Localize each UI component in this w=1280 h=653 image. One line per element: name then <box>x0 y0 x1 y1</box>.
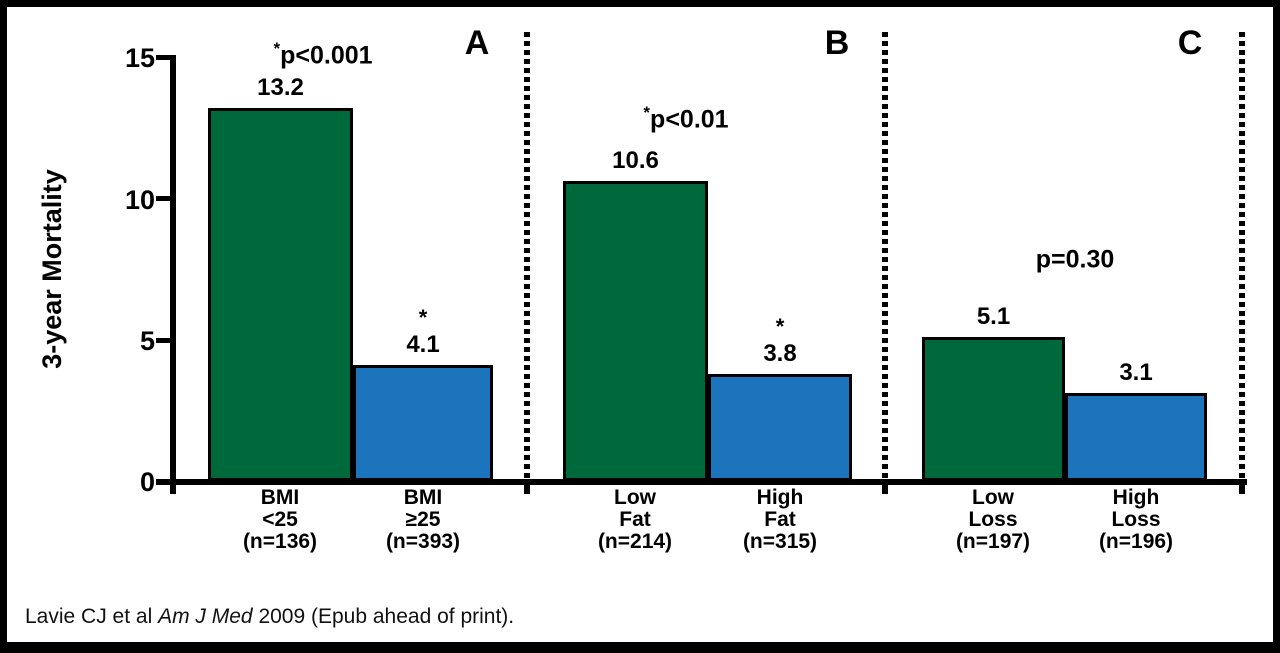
p-value-text-c: p=0.30 <box>1035 245 1115 274</box>
bar-value-label: 10.6 <box>612 147 659 174</box>
x-axis-line <box>156 479 1247 485</box>
y-tick-label-10: 10 <box>124 185 155 215</box>
y-axis-line <box>170 55 176 494</box>
category-line: (n=393) <box>385 530 461 553</box>
citation-journal: Am J Med <box>158 605 253 628</box>
significance-asterisk <box>1035 335 1237 357</box>
category-label-high-fat: High Fat (n=315) <box>695 487 865 553</box>
bar-value-label: 3.1 <box>1119 359 1153 386</box>
significance-asterisk: * <box>418 305 428 330</box>
citation-prefix: Lavie CJ et al <box>25 605 159 628</box>
baseline-tick-2 <box>882 485 888 494</box>
category-line: Fat <box>764 508 796 531</box>
panel-divider-2 <box>882 32 888 479</box>
bar-value-label: 5.1 <box>976 303 1011 330</box>
category-line: (n=196) <box>1098 530 1174 553</box>
p-value-text-a: p<0.001 <box>280 41 373 70</box>
category-line: Loss <box>968 508 1018 531</box>
y-tick-label-0: 0 <box>139 467 155 497</box>
category-label-bmi-under25: BMI <25 (n=136) <box>195 487 365 553</box>
category-label-low-loss: Low Loss (n=197) <box>908 487 1078 553</box>
category-line: (n=197) <box>955 530 1031 553</box>
category-line: Loss <box>1111 508 1161 531</box>
bar-low-fat <box>563 181 708 481</box>
p-value-star-a: * <box>273 39 281 58</box>
baseline-tick-1 <box>524 485 530 494</box>
panel-divider-3 <box>1239 32 1245 479</box>
category-line: High <box>1112 486 1160 509</box>
category-line: Low <box>614 486 656 509</box>
category-line: Fat <box>619 508 651 531</box>
p-value-text-b: p<0.01 <box>650 105 729 134</box>
category-label-low-fat: Low Fat (n=214) <box>550 487 720 553</box>
p-value-annotation-c: p=0.30 <box>975 238 1175 273</box>
bar-bmi-over25 <box>353 365 493 481</box>
significance-asterisk: * <box>775 314 785 339</box>
p-value-star-b: * <box>643 103 651 122</box>
bar-value-label: 4.1 <box>406 331 440 358</box>
category-line: High <box>756 486 804 509</box>
panel-label-c: C <box>1177 24 1203 62</box>
category-line: (n=315) <box>742 530 818 553</box>
panel-label-a: A <box>464 24 490 62</box>
bar-value-label: 3.8 <box>763 340 797 367</box>
category-label-bmi-over25: BMI ≥25 (n=393) <box>338 487 508 553</box>
bar-group-bmi-under25: 13.2 <box>208 0 353 481</box>
panel-label-b: B <box>824 24 850 62</box>
y-tick-label-15: 15 <box>124 43 155 73</box>
category-line: (n=136) <box>242 530 318 553</box>
bar-high-fat <box>708 374 852 481</box>
category-label-high-loss: High Loss (n=196) <box>1051 487 1221 553</box>
category-line: BMI <box>403 486 443 509</box>
y-axis-title: 3-year Mortality <box>37 169 67 369</box>
bar-bmi-under25 <box>208 108 353 481</box>
p-value-annotation-b: *p<0.01 <box>586 98 786 133</box>
bar-low-loss <box>922 337 1065 481</box>
y-tick-5 <box>156 338 171 343</box>
category-line: Low <box>972 486 1014 509</box>
bar-high-loss <box>1065 393 1207 481</box>
y-tick-label-5: 5 <box>139 326 155 356</box>
baseline-tick-3 <box>1239 485 1245 494</box>
category-line: ≥25 <box>405 508 441 531</box>
p-value-annotation-a: *p<0.001 <box>223 34 423 69</box>
bar-group-high-fat: * 3.8 <box>708 0 852 481</box>
bar-group-low-fat: 10.6 <box>563 0 708 481</box>
citation-suffix: 2009 (Epub ahead of print). <box>252 605 515 628</box>
category-line: <25 <box>262 508 298 531</box>
bar-value-label: 13.2 <box>257 74 304 101</box>
y-tick-10 <box>156 196 171 201</box>
bar-group-bmi-over25: * 4.1 <box>353 0 493 481</box>
category-line: BMI <box>260 486 300 509</box>
bar-group-low-loss: 5.1 <box>922 0 1065 481</box>
category-line: (n=214) <box>597 530 673 553</box>
y-tick-15 <box>156 55 171 60</box>
panel-divider-1 <box>524 32 530 479</box>
citation-text: Lavie CJ et al Am J Med 2009 (Epub ahead… <box>25 604 925 630</box>
bar-group-high-loss: 3.1 <box>1065 0 1207 481</box>
